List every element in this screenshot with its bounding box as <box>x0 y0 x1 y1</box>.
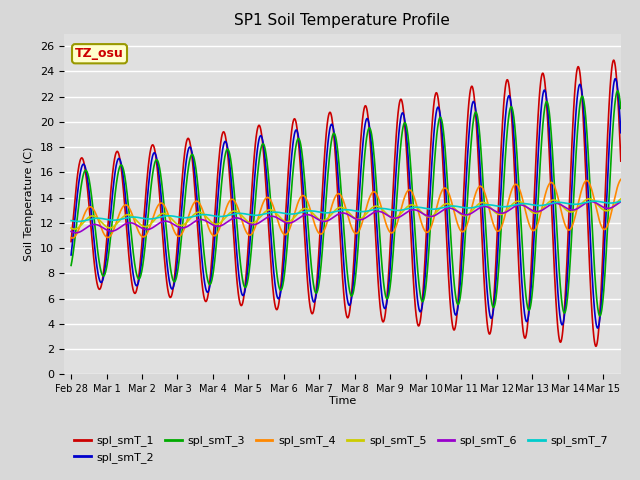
spl_smT_2 <box>594 325 602 331</box>
spl_smT_4 <box>67 235 75 240</box>
spl_smT_6 <box>602 205 609 211</box>
spl_smT_5 <box>67 225 75 231</box>
spl_smT_6 <box>72 230 80 236</box>
spl_smT_2 <box>500 134 508 140</box>
Line: spl_smT_1: spl_smT_1 <box>71 60 621 346</box>
spl_smT_4 <box>602 227 609 232</box>
spl_smT_2 <box>95 276 103 282</box>
spl_smT_7 <box>67 218 75 224</box>
spl_smT_3 <box>617 106 625 111</box>
spl_smT_1 <box>610 57 618 63</box>
spl_smT_2 <box>335 178 342 184</box>
spl_smT_3 <box>601 272 609 278</box>
spl_smT_2 <box>320 194 328 200</box>
spl_smT_3 <box>500 177 508 183</box>
spl_smT_6 <box>320 218 328 224</box>
spl_smT_7 <box>500 204 508 210</box>
Line: spl_smT_4: spl_smT_4 <box>71 180 621 238</box>
spl_smT_7 <box>74 218 82 224</box>
spl_smT_6 <box>95 223 103 228</box>
spl_smT_6 <box>617 199 625 204</box>
spl_smT_4 <box>335 191 342 197</box>
spl_smT_6 <box>588 199 595 204</box>
spl_smT_7 <box>617 198 625 204</box>
spl_smT_7 <box>95 216 103 221</box>
spl_smT_7 <box>602 200 609 205</box>
spl_smT_6 <box>500 210 508 216</box>
spl_smT_3 <box>602 268 609 274</box>
spl_smT_2 <box>602 230 609 236</box>
spl_smT_4 <box>500 216 508 221</box>
spl_smT_4 <box>95 220 103 226</box>
spl_smT_6 <box>67 228 75 234</box>
Line: spl_smT_7: spl_smT_7 <box>71 201 621 221</box>
Legend: spl_smT_1, spl_smT_2, spl_smT_3, spl_smT_4, spl_smT_5, spl_smT_6, spl_smT_7: spl_smT_1, spl_smT_2, spl_smT_3, spl_smT… <box>70 431 612 468</box>
spl_smT_5 <box>602 208 609 214</box>
spl_smT_3 <box>67 263 75 268</box>
spl_smT_5 <box>617 196 625 202</box>
spl_smT_6 <box>335 211 342 217</box>
Line: spl_smT_3: spl_smT_3 <box>71 91 621 316</box>
spl_smT_7 <box>335 208 342 214</box>
spl_smT_5 <box>335 205 342 211</box>
spl_smT_5 <box>602 208 609 214</box>
spl_smT_2 <box>611 76 619 82</box>
Line: spl_smT_5: spl_smT_5 <box>71 199 621 229</box>
spl_smT_5 <box>500 210 508 216</box>
spl_smT_5 <box>586 196 593 202</box>
spl_smT_4 <box>68 235 76 241</box>
spl_smT_3 <box>335 155 342 160</box>
spl_smT_5 <box>320 217 328 223</box>
Line: spl_smT_2: spl_smT_2 <box>71 79 621 328</box>
spl_smT_4 <box>320 228 328 233</box>
spl_smT_1 <box>335 204 342 209</box>
spl_smT_1 <box>95 287 103 292</box>
spl_smT_1 <box>601 199 609 205</box>
spl_smT_7 <box>591 198 598 204</box>
spl_smT_3 <box>320 228 328 234</box>
X-axis label: Time: Time <box>329 396 356 406</box>
Text: TZ_osu: TZ_osu <box>75 47 124 60</box>
Line: spl_smT_6: spl_smT_6 <box>71 202 621 233</box>
spl_smT_1 <box>592 343 600 349</box>
spl_smT_1 <box>602 192 609 198</box>
spl_smT_2 <box>67 252 75 258</box>
spl_smT_6 <box>602 205 609 211</box>
spl_smT_7 <box>320 210 328 216</box>
Title: SP1 Soil Temperature Profile: SP1 Soil Temperature Profile <box>234 13 451 28</box>
spl_smT_1 <box>617 158 625 164</box>
spl_smT_1 <box>320 164 328 169</box>
spl_smT_4 <box>601 227 609 232</box>
spl_smT_5 <box>95 217 103 223</box>
Y-axis label: Soil Temperature (C): Soil Temperature (C) <box>24 147 35 261</box>
spl_smT_3 <box>95 259 103 264</box>
spl_smT_2 <box>617 130 625 136</box>
spl_smT_2 <box>601 237 609 242</box>
spl_smT_1 <box>67 239 75 244</box>
spl_smT_1 <box>500 99 508 105</box>
spl_smT_7 <box>602 200 609 205</box>
spl_smT_4 <box>617 177 625 182</box>
spl_smT_5 <box>70 226 78 232</box>
spl_smT_3 <box>596 313 604 319</box>
spl_smT_3 <box>614 88 621 94</box>
